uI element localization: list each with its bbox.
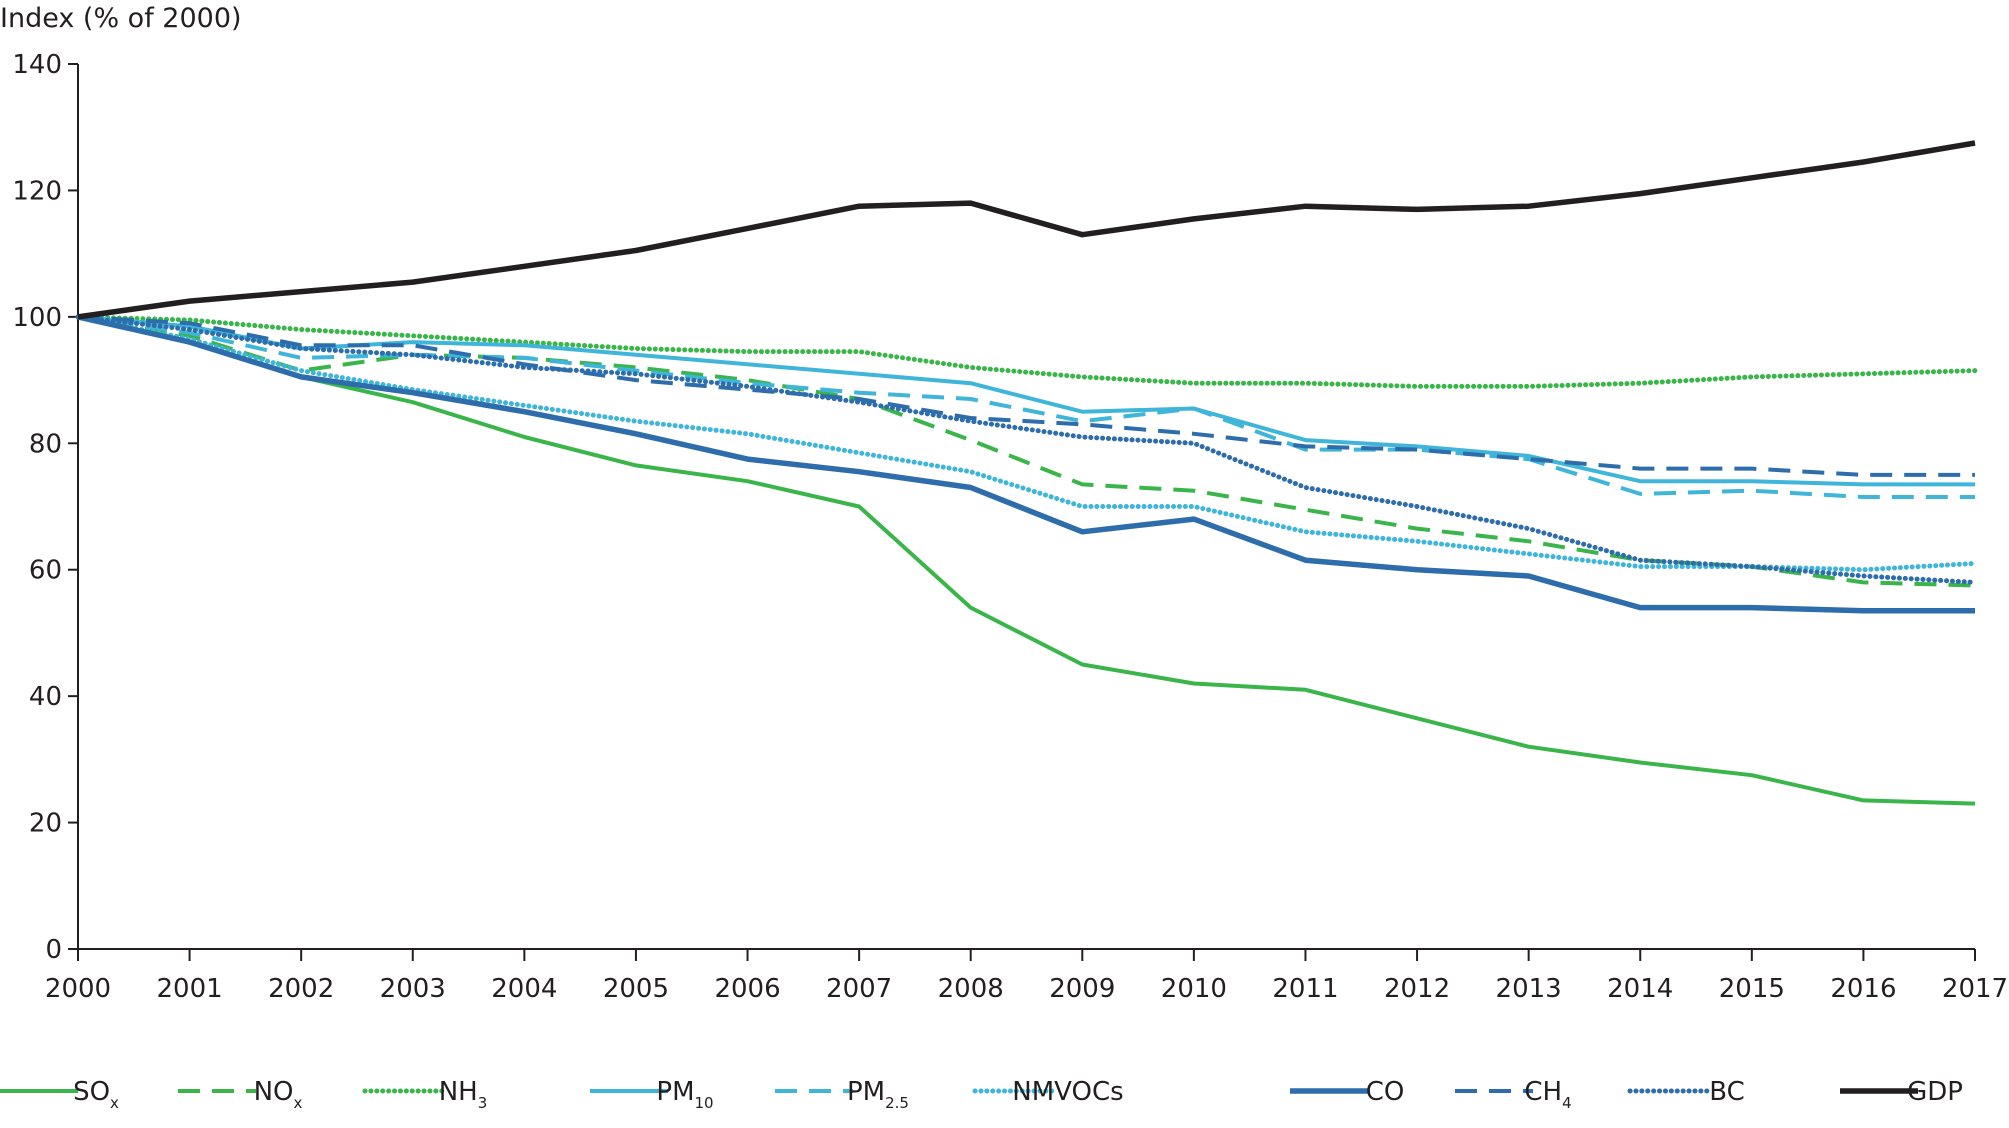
legend-label: BC: [1709, 1077, 1745, 1107]
x-tick-label: 2013: [1496, 974, 1562, 1004]
legend-label: PM10: [656, 1077, 713, 1112]
y-tick-label: 40: [29, 682, 62, 712]
legend-label: GDP: [1907, 1077, 1963, 1107]
x-tick-label: 2017: [1942, 974, 2008, 1004]
legend-label-main: NO: [254, 1077, 294, 1107]
series-line-sox: [77, 314, 1976, 806]
x-tick-label: 2004: [491, 974, 557, 1004]
legend-label-main: PM: [847, 1077, 885, 1107]
y-tick-label: 100: [12, 303, 62, 333]
y-axis-label: Index (% of 2000): [0, 3, 242, 34]
series-line-bc: [75, 314, 1978, 585]
series-line-co: [77, 314, 1975, 614]
legend-label-main: NH: [439, 1077, 478, 1107]
x-tick-label: 2014: [1607, 974, 1673, 1004]
series-line-nh3: [75, 314, 1978, 389]
y-tick-label: 60: [29, 556, 62, 586]
legend-label-subscript: 4: [1562, 1094, 1572, 1112]
x-tick-label: 2005: [603, 974, 669, 1004]
legend-label: CO: [1366, 1077, 1405, 1107]
legend-label-main: NMVOCs: [1012, 1077, 1123, 1107]
legend-label-main: SO: [73, 1077, 110, 1107]
x-tick-label: 2012: [1384, 974, 1450, 1004]
x-tick-label: 2011: [1272, 974, 1338, 1004]
x-tick-label: 2003: [380, 974, 446, 1004]
x-tick-label: 2000: [45, 974, 111, 1004]
legend-label: PM2.5: [847, 1077, 909, 1112]
legend-label: NMVOCs: [1012, 1077, 1123, 1107]
x-tick-label: 2015: [1719, 974, 1785, 1004]
series-layer: [75, 140, 1978, 806]
series-line-ch4: [77, 314, 1975, 477]
series-line-nmvocs: [75, 314, 1978, 573]
y-tick-label: 140: [12, 50, 62, 80]
legend-label-main: CH: [1524, 1077, 1562, 1107]
series-line-pm10: [77, 314, 1975, 487]
legend-label-main: BC: [1709, 1077, 1745, 1107]
y-tick-label: 80: [29, 429, 62, 459]
legend-label-subscript: 10: [695, 1094, 714, 1112]
legend-label: CH4: [1524, 1077, 1571, 1112]
legend-label: NH3: [439, 1077, 488, 1112]
x-tick-label: 2008: [938, 974, 1004, 1004]
legend-label-subscript: x: [294, 1094, 303, 1112]
legend-label-subscript: x: [110, 1094, 119, 1112]
x-tick-label: 2007: [826, 974, 892, 1004]
legend-label-subscript: 3: [478, 1094, 488, 1112]
legend-label-main: CO: [1366, 1077, 1405, 1107]
x-tick-label: 2002: [268, 974, 334, 1004]
x-tick-label: 2006: [714, 974, 780, 1004]
y-tick-label: 20: [29, 809, 62, 839]
legend-label-subscript: 2.5: [885, 1094, 909, 1112]
x-tick-label: 2010: [1161, 974, 1227, 1004]
y-tick-label: 120: [12, 176, 62, 206]
series-line-gdp: [77, 140, 1976, 320]
axes: 0 20 40 60 80 100 120 140 2000 2001 2002 2003 2004 20…: [12, 50, 2008, 1004]
legend-label: SOx: [73, 1077, 119, 1112]
legend: SOx NOx NH3 PM10 PM2.5 NMVOCs CO CH4 BC GDP: [0, 1077, 1963, 1112]
x-tick-label: 2001: [157, 974, 223, 1004]
x-tick-label: 2009: [1049, 974, 1115, 1004]
x-tick-label: 2016: [1830, 974, 1896, 1004]
y-tick-label: 0: [45, 935, 62, 965]
legend-label: NOx: [254, 1077, 303, 1112]
legend-label-main: GDP: [1907, 1077, 1963, 1107]
legend-label-main: PM: [656, 1077, 694, 1107]
